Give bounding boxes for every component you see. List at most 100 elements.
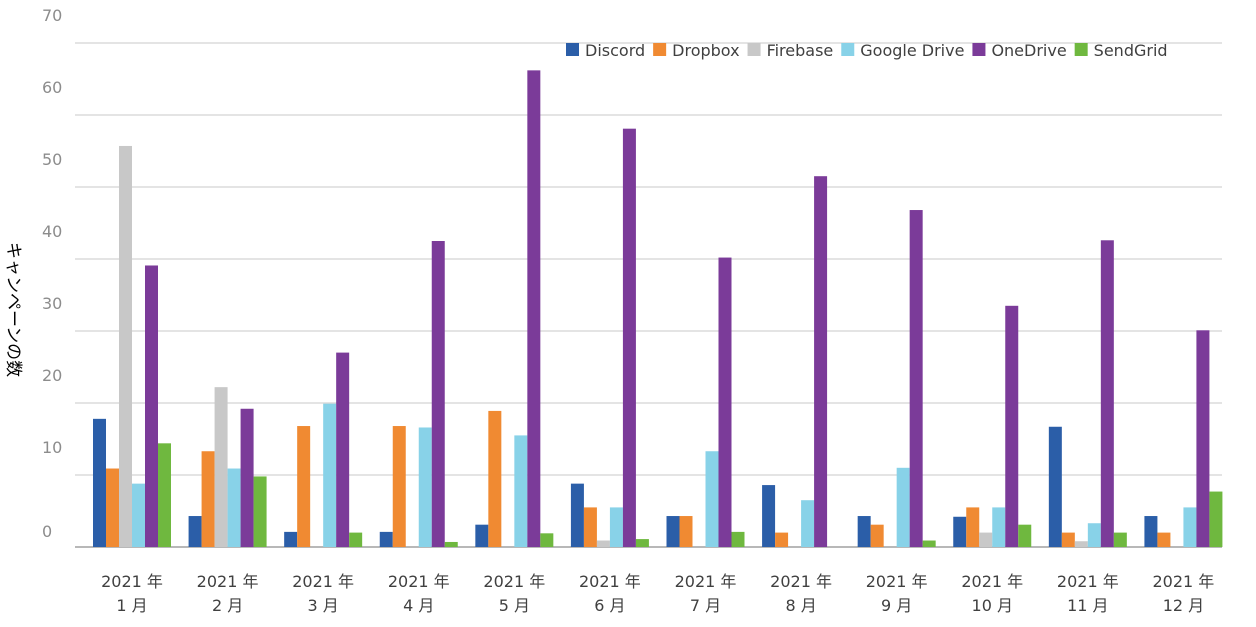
x-tick-label-year: 2021 年	[1153, 572, 1215, 591]
bar-sendgrid	[253, 476, 267, 547]
bar-dropbox	[297, 426, 311, 547]
x-tick-label-month: 11 月	[1067, 596, 1108, 615]
bar-google-drive	[896, 467, 910, 547]
bar-dropbox	[392, 426, 406, 547]
bar-google-drive	[418, 427, 432, 547]
bar-onedrive	[1005, 305, 1019, 547]
bar-discord	[1048, 426, 1062, 547]
bar-discord	[666, 516, 680, 547]
y-axis-label: キャンペーンの数	[3, 242, 23, 377]
x-tick-label-month: 10 月	[972, 596, 1013, 615]
legend-label: Discord	[585, 41, 645, 60]
legend-label: Firebase	[767, 41, 834, 60]
bar-discord	[857, 516, 871, 547]
bar-google-drive	[801, 500, 815, 547]
bar-onedrive	[814, 176, 828, 547]
bar-google-drive	[609, 507, 623, 547]
bar-sendgrid	[1113, 532, 1127, 547]
bar-sendgrid	[158, 443, 171, 547]
legend-label: OneDrive	[991, 41, 1066, 60]
gridlines	[75, 42, 1222, 548]
legend-label: Google Drive	[860, 41, 964, 60]
y-axis-ticks: 0 10 20 30 40 50 60 70	[42, 6, 62, 541]
y-tick-label: 50	[42, 150, 62, 169]
legend-label: Dropbox	[672, 41, 739, 60]
bar-discord	[475, 524, 489, 547]
bar-firebase	[119, 145, 132, 547]
bar-dropbox	[1061, 532, 1075, 547]
bar-sendgrid	[635, 539, 649, 547]
bar-discord	[570, 483, 584, 547]
bar-dropbox	[106, 468, 119, 547]
bar-dropbox	[1157, 532, 1171, 547]
bar-google-drive	[323, 403, 337, 547]
y-tick-label: 0	[42, 522, 52, 541]
bar-google-drive	[705, 451, 719, 547]
x-tick-label-year: 2021 年	[961, 572, 1023, 591]
bar-sendgrid	[731, 531, 745, 547]
bar-discord	[379, 531, 393, 547]
x-tick-label-month: 8 月	[785, 596, 816, 615]
x-tick-label-year: 2021 年	[197, 572, 259, 591]
y-tick-label: 20	[42, 366, 62, 385]
bar-onedrive	[718, 257, 732, 547]
bar-discord	[762, 485, 776, 547]
bar-onedrive	[145, 265, 158, 547]
legend: Discord Dropbox Firebase Google Drive OneDri…	[566, 41, 1168, 60]
bar-dropbox	[583, 507, 597, 547]
y-tick-label: 70	[42, 6, 62, 25]
x-tick-label-month: 6 月	[594, 596, 625, 615]
bar-discord	[93, 418, 106, 547]
x-tick-label-month: 9 月	[881, 596, 912, 615]
x-tick-label-year: 2021 年	[866, 572, 928, 591]
bar-firebase	[596, 540, 610, 547]
y-tick-label: 40	[42, 222, 62, 241]
bar-onedrive	[431, 241, 445, 547]
bar-onedrive	[1100, 240, 1114, 547]
x-tick-label-month: 3 月	[308, 596, 339, 615]
bar-google-drive	[1183, 507, 1197, 547]
bar-onedrive	[336, 352, 350, 547]
bar-dropbox	[201, 451, 215, 547]
y-tick-label: 60	[42, 78, 62, 97]
bar-sendgrid	[444, 541, 458, 547]
bar-sendgrid	[1018, 524, 1032, 547]
bar-firebase	[979, 532, 993, 547]
legend-swatch	[1074, 43, 1088, 56]
bar-dropbox	[966, 507, 980, 547]
x-tick-label-year: 2021 年	[292, 572, 354, 591]
x-tick-label-year: 2021 年	[101, 572, 163, 591]
x-tick-label-month: 2 月	[212, 596, 243, 615]
x-tick-label-year: 2021 年	[579, 572, 641, 591]
bar-firebase	[1074, 541, 1088, 547]
x-tick-label-month: 7 月	[690, 596, 721, 615]
bar-discord	[284, 531, 298, 547]
legend-swatch	[972, 43, 986, 56]
bar-dropbox	[488, 410, 502, 547]
bar-sendgrid	[1209, 491, 1223, 547]
x-tick-label-year: 2021 年	[770, 572, 832, 591]
legend-label: SendGrid	[1094, 41, 1168, 60]
x-tick-label-month: 4 月	[403, 596, 434, 615]
bar-sendgrid	[540, 533, 554, 547]
legend-swatch	[747, 43, 761, 56]
bar-dropbox	[775, 532, 789, 547]
legend-swatch	[653, 43, 667, 56]
bar-google-drive	[1087, 523, 1101, 547]
legend-swatch	[841, 43, 855, 56]
y-tick-label: 30	[42, 294, 62, 313]
x-axis-labels: 2021 年 1 月 2021 年 2 月 2021 年 3 月 2021 年 4 月 2021…	[101, 572, 1214, 615]
bar-dropbox	[679, 516, 693, 547]
x-tick-label-year: 2021 年	[388, 572, 450, 591]
bar-onedrive	[1196, 330, 1210, 547]
x-tick-label-year: 2021 年	[675, 572, 737, 591]
bar-google-drive	[227, 468, 241, 547]
bar-google-drive	[132, 483, 145, 547]
x-tick-label-month: 12 月	[1163, 596, 1204, 615]
bar-onedrive	[240, 408, 254, 547]
bar-firebase	[214, 387, 228, 547]
bar-discord	[953, 516, 967, 547]
bar-sendgrid	[349, 532, 363, 547]
bar-sendgrid	[922, 540, 936, 547]
